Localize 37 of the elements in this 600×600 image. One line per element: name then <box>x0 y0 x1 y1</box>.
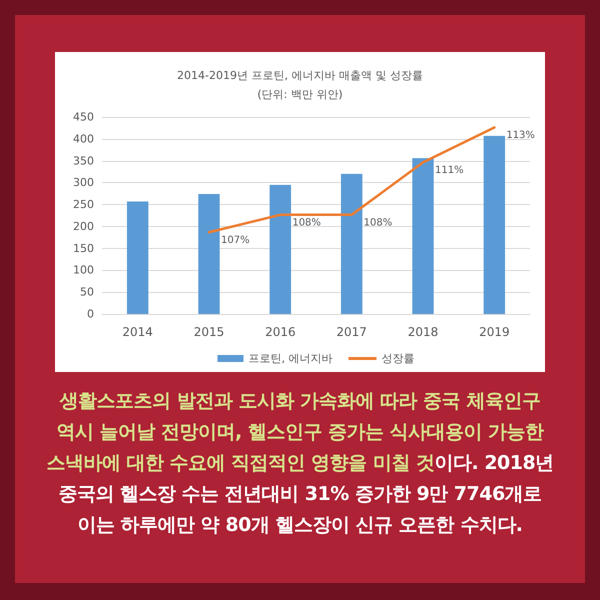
text: 이는 하루에만 약 80개 헬스장이 신규 오픈한 수치다. <box>78 513 522 538</box>
text: 이다. 2018년 <box>434 451 554 476</box>
y-tick-label: 0 <box>87 308 94 320</box>
data-label: 108% <box>292 217 321 228</box>
y-tick-label: 300 <box>73 176 94 190</box>
data-label: 108% <box>364 217 392 228</box>
bar <box>270 184 292 314</box>
text: 역시 늘어날 전망이며, 헬스인구 증가는 식사대용이 가능한 <box>56 420 544 445</box>
text: 생활스포츠의 발전과 도시화 가속화에 따라 중국 체육인구 <box>60 389 540 414</box>
x-tick-label: 2014 <box>122 325 153 339</box>
y-tick-label: 50 <box>80 286 94 299</box>
bar <box>198 194 220 314</box>
y-tick-label: 450 <box>73 110 94 124</box>
y-tick-label: 350 <box>73 154 94 168</box>
bar <box>340 174 362 314</box>
y-tick-label: 100 <box>73 264 94 277</box>
x-tick-label: 2018 <box>408 325 438 339</box>
chart-subtitle: (단위: 백만 위안) <box>257 88 343 101</box>
bar <box>126 201 148 314</box>
y-tick-label: 250 <box>73 198 94 212</box>
bar <box>412 158 434 314</box>
data-label: 107% <box>221 234 250 246</box>
legend-label: 프로틴, 에너지바 <box>248 352 333 365</box>
bar <box>484 136 506 314</box>
data-label: 113% <box>506 130 535 141</box>
y-tick-label: 150 <box>73 242 94 255</box>
x-tick-label: 2019 <box>479 325 510 339</box>
y-tick-label: 200 <box>73 220 94 233</box>
x-tick-label: 2016 <box>265 325 296 339</box>
chart-title: 2014-2019년 프로틴, 에너지바 매출액 및 성장률 <box>177 69 423 82</box>
legend-label: 성장률 <box>381 352 414 365</box>
x-tick-label: 2017 <box>336 325 367 339</box>
data-label: 111% <box>435 164 464 176</box>
text: 중국의 헬스장 수는 전년대비 31% 증가한 9만 7746개로 <box>58 482 542 507</box>
y-tick-label: 400 <box>73 132 94 146</box>
x-tick-label: 2015 <box>194 325 224 339</box>
text: 스낵바에 대한 수요에 직접적인 영향을 미칠 것 <box>46 451 434 476</box>
